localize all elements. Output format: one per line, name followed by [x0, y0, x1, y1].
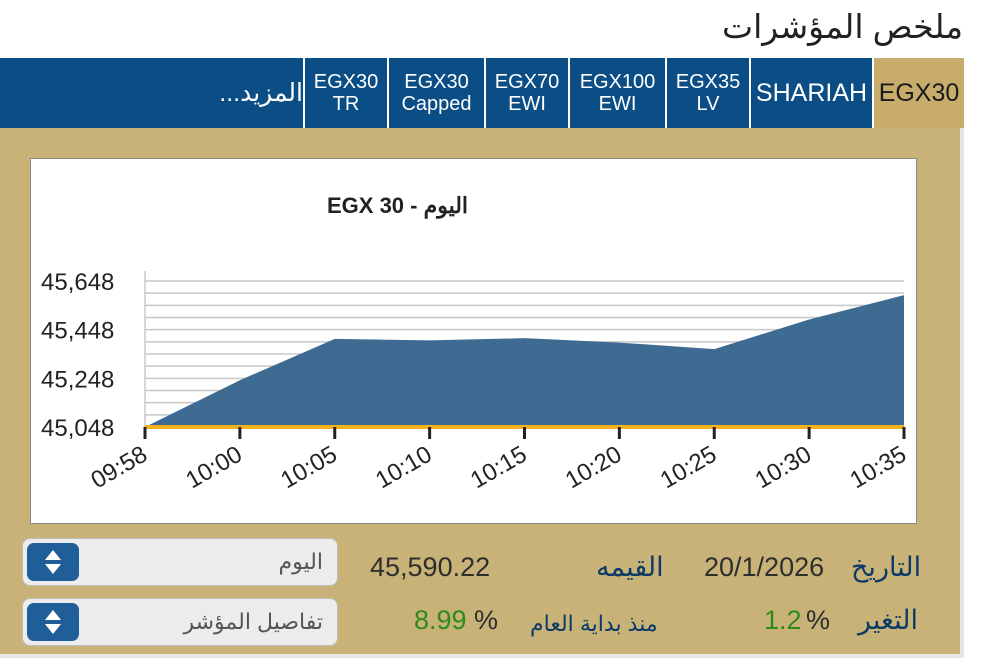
- index-tabs: EGX30 SHARIAH EGX35 LV EGX100 EWI EGX70 …: [0, 58, 964, 128]
- daily-percent-sign: %: [806, 605, 831, 635]
- x-tick-label: 10:25: [656, 441, 722, 494]
- ytd-change: 8.99: [414, 605, 467, 635]
- info-select-value: تفاصيل المؤشر: [183, 609, 323, 634]
- tab-label: SHARIAH: [755, 79, 868, 107]
- tab-sublabel: Capped: [401, 93, 472, 115]
- page-title: ملخص المؤشرات: [722, 8, 963, 45]
- x-tick-label: 10:30: [751, 441, 817, 494]
- x-tick-label: 09:58: [86, 441, 152, 494]
- tab-egx35-lv[interactable]: EGX35 LV: [665, 58, 749, 128]
- select-stepper[interactable]: [27, 603, 79, 641]
- chart-container: EGX 30 - اليوم 45,048 45,248 45,448 45,648 09…: [30, 158, 917, 524]
- info-select[interactable]: تفاصيل المؤشر: [22, 598, 338, 646]
- tab-sublabel: EWI: [508, 93, 546, 115]
- tab-egx30[interactable]: EGX30: [872, 58, 964, 128]
- tab-label: المزيد...: [219, 79, 303, 107]
- index-panel: EGX 30 - اليوم 45,048 45,248 45,448 45,648 09…: [0, 128, 964, 658]
- tab-sublabel: EWI: [598, 93, 637, 115]
- tab-more[interactable]: المزيد...: [0, 58, 303, 128]
- tab-egx100-ewi[interactable]: EGX100 EWI: [568, 58, 665, 128]
- tab-label: EGX35: [675, 71, 741, 93]
- index-value: 45,590.22: [370, 552, 491, 582]
- change-label: التغير: [858, 605, 918, 635]
- period-select-value: اليوم: [278, 549, 323, 574]
- date-value: 20/1/2026: [704, 552, 825, 582]
- chevron-up-icon: [45, 550, 61, 560]
- chevron-down-icon: [45, 624, 61, 634]
- ytd-label: منذ بداية العام: [530, 611, 658, 636]
- y-tick-label: 45,648: [41, 269, 114, 296]
- x-tick-label: 10:15: [466, 441, 532, 494]
- x-tick-label: 10:35: [845, 441, 911, 494]
- chevron-up-icon: [45, 610, 61, 620]
- area-series: [145, 295, 904, 427]
- tab-egx70-ewi[interactable]: EGX70 EWI: [484, 58, 568, 128]
- ytd-percent-sign: %: [474, 605, 499, 635]
- tab-label: EGX100: [579, 71, 656, 93]
- y-tick-label: 45,448: [41, 318, 114, 345]
- x-tick-label: 10:20: [561, 441, 627, 494]
- tab-sublabel: LV: [696, 93, 720, 115]
- tab-egx30-capped[interactable]: EGX30 Capped: [387, 58, 484, 128]
- y-tick-label: 45,248: [41, 366, 114, 393]
- y-tick-label: 45,048: [41, 415, 114, 442]
- tab-label: EGX70: [494, 71, 560, 93]
- x-tick-label: 10:10: [371, 441, 437, 494]
- area-chart: EGX 30 - اليوم 45,048 45,248 45,448 45,648 09…: [41, 193, 911, 494]
- chevron-down-icon: [45, 564, 61, 574]
- tab-label: EGX30: [313, 71, 379, 93]
- chart-title: EGX 30 - اليوم: [327, 193, 468, 219]
- tab-shariah[interactable]: SHARIAH: [749, 58, 872, 128]
- x-tick-label: 10:05: [276, 441, 342, 494]
- daily-change: 1.2: [764, 605, 802, 635]
- period-select[interactable]: اليوم: [22, 538, 338, 586]
- tab-sublabel: TR: [332, 93, 360, 115]
- tab-egx30-tr[interactable]: EGX30 TR: [303, 58, 387, 128]
- date-label: التاريخ: [851, 552, 922, 582]
- value-label: القيمه: [596, 552, 664, 582]
- tab-label: EGX30: [404, 71, 469, 93]
- tab-label: EGX30: [878, 79, 960, 107]
- x-tick-label: 10:00: [181, 441, 247, 494]
- select-stepper[interactable]: [27, 543, 79, 581]
